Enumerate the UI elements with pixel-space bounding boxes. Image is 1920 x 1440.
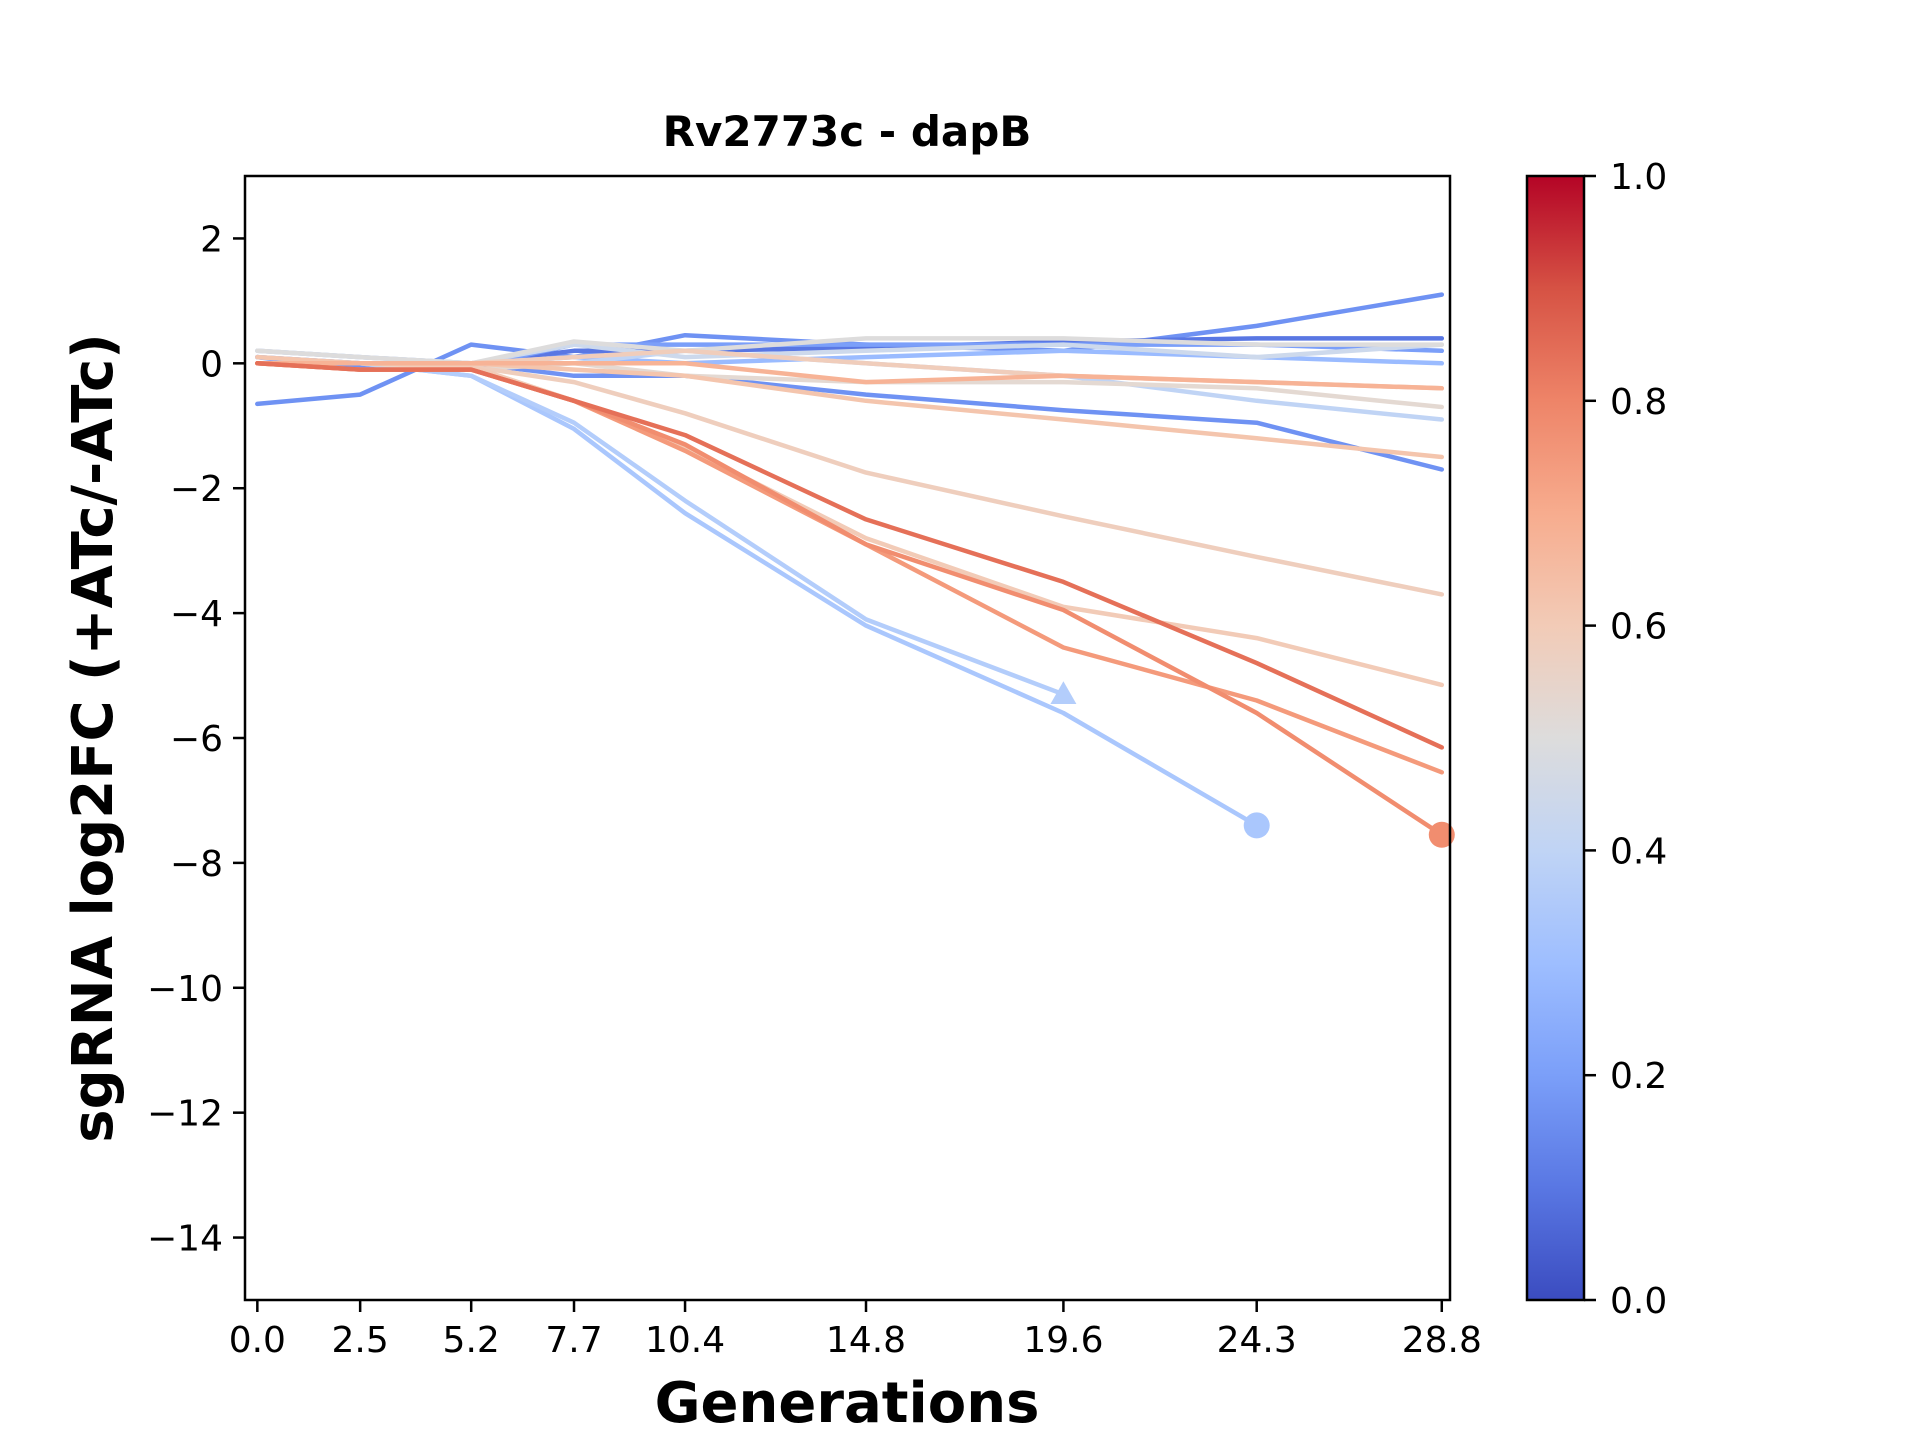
y-tick-label: 2 <box>200 219 223 260</box>
x-axis: 0.0 2.5 5.2 7.7 10.4 14.8 19.6 24.3 28.8 <box>229 1300 1482 1361</box>
series-end-marker-18 <box>1428 821 1455 848</box>
series-layer <box>255 292 1445 838</box>
colorbar-tick-label: 0.8 <box>1610 382 1667 423</box>
y-tick-label: −2 <box>170 469 223 510</box>
y-tick-label: −6 <box>170 719 223 760</box>
series-line-18 <box>255 361 1445 838</box>
x-axis-label: Generations <box>655 1371 1040 1436</box>
series-line-14 <box>255 361 1445 688</box>
x-tick-label: 28.8 <box>1402 1320 1482 1361</box>
x-tick-label: 19.6 <box>1023 1320 1103 1361</box>
x-tick-label: 7.7 <box>545 1320 602 1361</box>
series-line-19 <box>255 361 1445 750</box>
y-axis-label: sgRNA log2FC (+ATc/-ATc) <box>61 333 126 1143</box>
x-tick-label: 24.3 <box>1217 1320 1297 1361</box>
chart-title: Rv2773c - dapB <box>663 107 1032 156</box>
y-tick-label: −4 <box>170 594 223 635</box>
colorbar-tick-label: 0.6 <box>1610 607 1667 648</box>
series-line-16 <box>255 361 1445 391</box>
x-tick-label: 0.0 <box>229 1320 286 1361</box>
x-tick-label: 2.5 <box>332 1320 389 1361</box>
x-tick-label: 5.2 <box>443 1320 500 1361</box>
series-line-6 <box>255 361 1259 828</box>
series-line-7 <box>255 361 1066 697</box>
x-tick-label: 10.4 <box>645 1320 725 1361</box>
y-tick-label: −12 <box>147 1094 223 1135</box>
y-tick-label: −10 <box>147 969 223 1010</box>
y-tick-label: −8 <box>170 844 223 885</box>
colorbar-axis: 0.0 0.2 0.4 0.6 0.8 1.0 <box>1584 157 1667 1322</box>
y-tick-label: −14 <box>147 1219 223 1260</box>
colorbar-tick-label: 0.2 <box>1610 1056 1667 1097</box>
series-end-marker-6 <box>1243 812 1270 839</box>
marker-layer <box>1050 681 1455 848</box>
colorbar-tick-label: 0.0 <box>1610 1281 1667 1322</box>
y-tick-label: 0 <box>200 344 223 385</box>
series-line-1 <box>255 292 1445 407</box>
x-tick-label: 14.8 <box>826 1320 906 1361</box>
colorbar <box>1525 174 1586 1302</box>
y-axis: 2 0 −2 −4 −6 −8 −10 −12 −14 <box>147 219 245 1260</box>
series-end-marker-7 <box>1050 681 1077 705</box>
colorbar-tick-label: 1.0 <box>1610 157 1667 198</box>
colorbar-tick-label: 0.4 <box>1610 831 1667 872</box>
